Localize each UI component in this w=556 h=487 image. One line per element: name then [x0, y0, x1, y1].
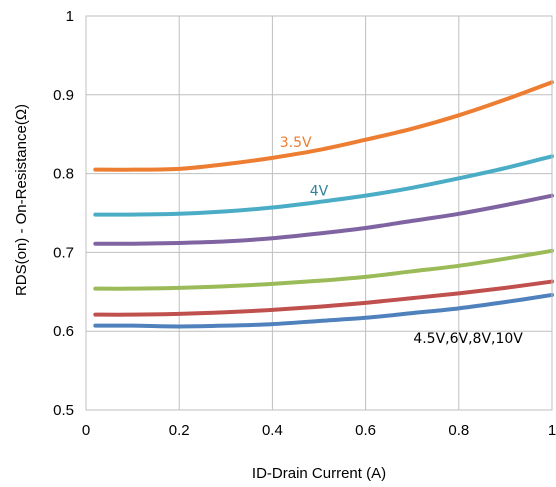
series-line-5 — [93, 279, 554, 317]
annotation-label: 4V — [310, 184, 329, 200]
series-line-4 — [93, 248, 554, 291]
x-tick-label: 0.8 — [448, 422, 469, 439]
y-tick-label: 0.7 — [53, 244, 74, 261]
y-tick-label: 0.9 — [53, 87, 74, 104]
series-line-2 — [93, 154, 554, 217]
plot-area-frame — [85, 15, 553, 411]
series-line-1 — [93, 80, 554, 172]
y-tick-label: 0.5 — [53, 402, 74, 419]
x-tick-label: 0 — [82, 422, 90, 439]
x-tick-label: 0.6 — [355, 422, 376, 439]
x-axis-ticks: 0 0.2 0.4 0.6 0.8 1 — [82, 422, 556, 439]
x-tick-label: 0.4 — [262, 422, 283, 439]
annotation-label: 4.5V,6V,8V,10V — [413, 331, 523, 347]
y-tick-label: 0.8 — [53, 166, 74, 183]
series-line-3 — [93, 193, 554, 246]
annotations: 3.5V 4V 4.5V,6V,8V,10V — [280, 135, 524, 347]
x-tick-label: 1 — [548, 422, 556, 439]
x-tick-label: 0.2 — [169, 422, 190, 439]
x-axis-label: ID-Drain Current (A) — [252, 465, 386, 482]
annotation-label: 3.5V — [280, 135, 312, 151]
series-line-6 — [93, 292, 554, 329]
y-axis-ticks: 0.5 0.6 0.7 0.8 0.9 1 — [53, 8, 74, 419]
y-axis-label: RDS(on) - On-Resistance(Ω) — [13, 104, 30, 296]
y-tick-label: 1 — [66, 8, 74, 25]
y-tick-label: 0.6 — [53, 323, 74, 340]
series-lines — [93, 80, 554, 329]
